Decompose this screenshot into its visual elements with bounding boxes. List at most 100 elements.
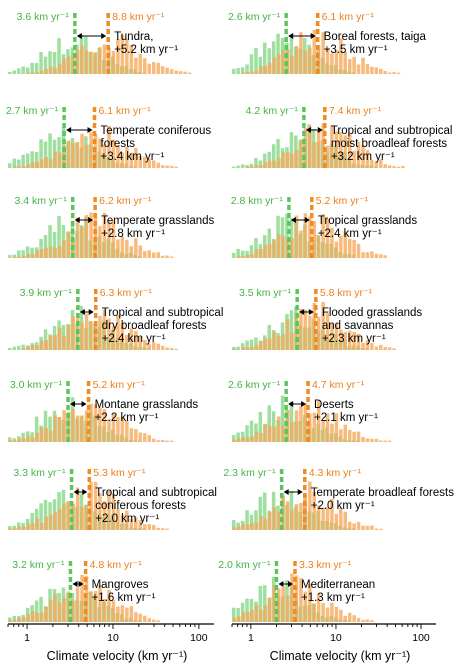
future-bar	[160, 528, 165, 530]
future-bar	[111, 600, 116, 622]
future-bar	[330, 227, 334, 258]
past-bar	[236, 608, 240, 622]
future-bar	[53, 335, 57, 350]
past-bar	[236, 346, 240, 350]
past-bar	[289, 218, 294, 258]
biome-name: Tundra,	[114, 31, 153, 43]
future-bar	[57, 509, 62, 530]
future-bar	[370, 343, 374, 350]
shift-arrow-left-head	[290, 217, 296, 223]
future-bar	[285, 319, 290, 350]
future-bar	[98, 47, 102, 74]
future-bar	[277, 336, 281, 350]
future-bar	[22, 617, 26, 622]
future-bar	[57, 246, 62, 258]
past-bar	[245, 64, 249, 74]
future-bar	[75, 142, 80, 168]
future-bar	[330, 322, 334, 350]
panel-11: 2.3 km yr⁻¹ 4.3 km yr⁻¹ Temperate broadlea…	[223, 467, 454, 530]
future-bar	[294, 575, 299, 622]
future-bar	[383, 255, 387, 258]
future-bar	[44, 516, 48, 530]
biome-name: and savannas	[322, 320, 394, 332]
future-bar	[31, 523, 35, 530]
future-bar	[254, 165, 259, 168]
past-bar	[43, 141, 48, 168]
future-bar	[254, 522, 259, 530]
future-bar	[111, 50, 116, 74]
past-velocity-label: 3.2 km yr⁻¹	[12, 559, 65, 571]
future-bar	[316, 45, 321, 74]
panel-1: 2.6 km yr⁻¹ 6.1 km yr⁻¹ Boreal forests, ta…	[228, 11, 427, 74]
future-bar	[263, 519, 268, 530]
future-bar	[125, 334, 129, 350]
future-bar	[98, 493, 102, 530]
future-bar	[343, 51, 347, 74]
past-bar	[258, 496, 263, 530]
past-bar	[12, 615, 16, 622]
future-bar	[116, 314, 120, 350]
future-bar	[40, 249, 44, 258]
future-bar	[348, 238, 352, 258]
future-bar	[348, 59, 352, 74]
past-velocity-label: 2.3 km yr⁻¹	[223, 467, 276, 479]
future-bar	[174, 70, 178, 74]
past-bar	[285, 213, 289, 258]
past-bar	[245, 165, 249, 168]
future-bar	[31, 72, 35, 74]
future-bar	[93, 52, 98, 74]
future-bar	[232, 439, 237, 442]
past-bar	[8, 348, 12, 350]
future-bar	[365, 150, 370, 168]
future-bar	[237, 526, 241, 530]
past-bar	[232, 68, 236, 74]
future-bar	[22, 255, 26, 258]
future-bar	[187, 72, 192, 74]
past-bar	[57, 216, 61, 258]
past-bar	[289, 310, 294, 350]
future-bar	[339, 235, 343, 258]
future-bar	[147, 343, 151, 350]
past-velocity-label: 3.0 km yr⁻¹	[10, 379, 63, 391]
future-bar	[263, 65, 268, 74]
future-bar	[152, 160, 156, 168]
past-bar	[289, 132, 294, 168]
future-bar	[356, 521, 361, 530]
future-bar	[303, 50, 308, 74]
future-bar	[156, 343, 160, 350]
future-bar	[361, 525, 365, 530]
biome-name: Mangroves	[92, 579, 149, 591]
future-bar	[53, 248, 57, 258]
past-bar	[258, 586, 263, 622]
future-bar	[290, 573, 294, 622]
future-bar	[53, 593, 57, 622]
future-bar	[361, 57, 365, 74]
shift-arrow-right-head	[87, 127, 93, 133]
future-bar	[254, 431, 259, 442]
future-bar	[241, 437, 245, 442]
future-bar	[343, 135, 347, 168]
velocity-increase: +3.2 km yr⁻¹	[331, 151, 395, 163]
future-bar	[308, 216, 312, 258]
future-bar	[143, 433, 147, 442]
future-bar	[268, 338, 272, 350]
future-bar	[31, 162, 35, 168]
future-bar	[84, 576, 89, 622]
future-bar	[111, 326, 116, 350]
future-bar	[147, 250, 151, 258]
future-bar	[80, 133, 84, 168]
panel-7: 3.5 km yr⁻¹ 5.8 km yr⁻¹ Flooded grasslands…	[232, 287, 422, 350]
future-bar	[312, 412, 316, 442]
future-bar	[120, 236, 125, 258]
future-bar	[125, 607, 129, 622]
past-bar	[240, 431, 245, 442]
future-bar	[383, 346, 387, 350]
future-bar	[285, 501, 290, 530]
future-bar	[35, 613, 39, 622]
shift-arrow-right-head	[78, 581, 84, 587]
future-bar	[365, 64, 370, 74]
future-bar	[35, 345, 39, 350]
past-velocity-label: 3.6 km yr⁻¹	[17, 11, 70, 23]
future-bar	[44, 340, 48, 350]
